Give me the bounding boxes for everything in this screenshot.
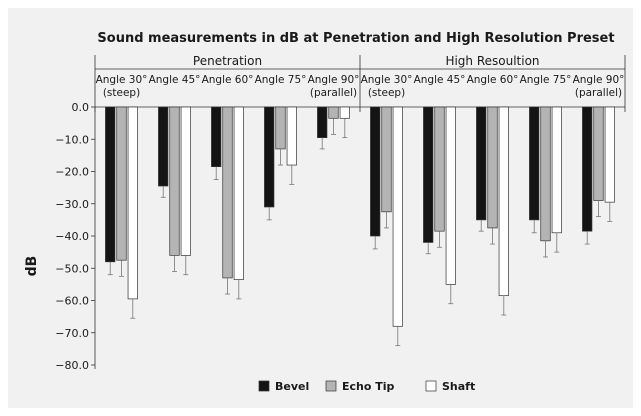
bar-echo-tip (540, 106, 551, 242)
bar-bevel (211, 106, 222, 168)
category-label: (steep) (103, 87, 140, 99)
bar-shaft (498, 106, 509, 297)
category-label: Angle 30° (361, 74, 413, 86)
category-label: Angle 45° (414, 74, 466, 86)
y-axis-label: dB (24, 256, 40, 277)
bar-shaft (604, 106, 615, 203)
bar-shaft (551, 106, 562, 234)
bar-bevel (264, 106, 275, 208)
category-label: Angle 90° (573, 74, 625, 86)
chart-title: Sound measurements in dB at Penetration … (97, 31, 614, 46)
bar-shaft (180, 106, 191, 256)
bar-echo-tip (434, 106, 445, 232)
bar-echo-tip (222, 106, 233, 279)
legend-swatch (425, 380, 437, 392)
bar-shaft (392, 106, 403, 327)
y-tick-label: −50.0 (55, 262, 89, 275)
bar-bevel (423, 106, 434, 243)
y-axis: 0.0 −10.0 −20.0 −30.0 −40.0 −50.0 −60.0 −70.0 −8… (55, 101, 625, 372)
bar-bevel (317, 106, 328, 138)
bar-bevel (158, 106, 169, 187)
category-label: Angle 75° (255, 74, 307, 86)
bar-shaft (233, 106, 244, 280)
y-tick-label: −70.0 (55, 327, 89, 340)
category-label: (parallel) (575, 87, 622, 99)
legend-swatch (258, 380, 270, 392)
category-label: Angle 60° (202, 74, 254, 86)
bar-chart: Sound measurements in dB at Penetration … (24, 31, 626, 393)
category-label: Angle 45° (149, 74, 201, 86)
bar-echo-tip (593, 106, 604, 201)
chart-container: Sound measurements in dB at Penetration … (8, 8, 633, 408)
y-tick-label: −20.0 (55, 166, 89, 179)
legend: Bevel Echo Tip Shaft (258, 380, 475, 393)
category-label: Angle 30° (96, 74, 148, 86)
bar-bevel (582, 106, 593, 232)
bar-echo-tip (381, 106, 392, 213)
y-tick-label: −10.0 (55, 133, 89, 146)
legend-label: Bevel (275, 380, 309, 393)
category-label: (parallel) (310, 87, 357, 99)
bar-bevel (476, 106, 487, 221)
bars (105, 106, 615, 347)
bar-shaft (445, 106, 456, 285)
bar-echo-tip (487, 106, 498, 229)
category-label: Angle 90° (308, 74, 360, 86)
bar-shaft (339, 106, 350, 119)
legend-label: Echo Tip (342, 380, 395, 393)
category-label: (steep) (368, 87, 405, 99)
bar-echo-tip (169, 106, 180, 256)
bar-shaft (286, 106, 297, 166)
legend-label: Shaft (442, 380, 475, 393)
bar-bevel (370, 106, 381, 237)
legend-swatch (325, 380, 337, 392)
bar-echo-tip (275, 106, 286, 150)
y-tick-label: 0.0 (72, 101, 90, 114)
y-tick-label: −30.0 (55, 198, 89, 211)
group-label: High Resoultion (445, 54, 539, 68)
bar-echo-tip (328, 106, 339, 119)
y-tick-label: −60.0 (55, 295, 89, 308)
group-label: Penetration (193, 54, 262, 68)
y-tick-label: −80.0 (55, 359, 89, 372)
category-label: Angle 75° (520, 74, 572, 86)
bar-echo-tip (116, 106, 127, 261)
y-tick-label: −40.0 (55, 230, 89, 243)
bar-bevel (529, 106, 540, 221)
bar-bevel (105, 106, 116, 263)
category-label: Angle 60° (467, 74, 519, 86)
bar-shaft (127, 106, 138, 300)
